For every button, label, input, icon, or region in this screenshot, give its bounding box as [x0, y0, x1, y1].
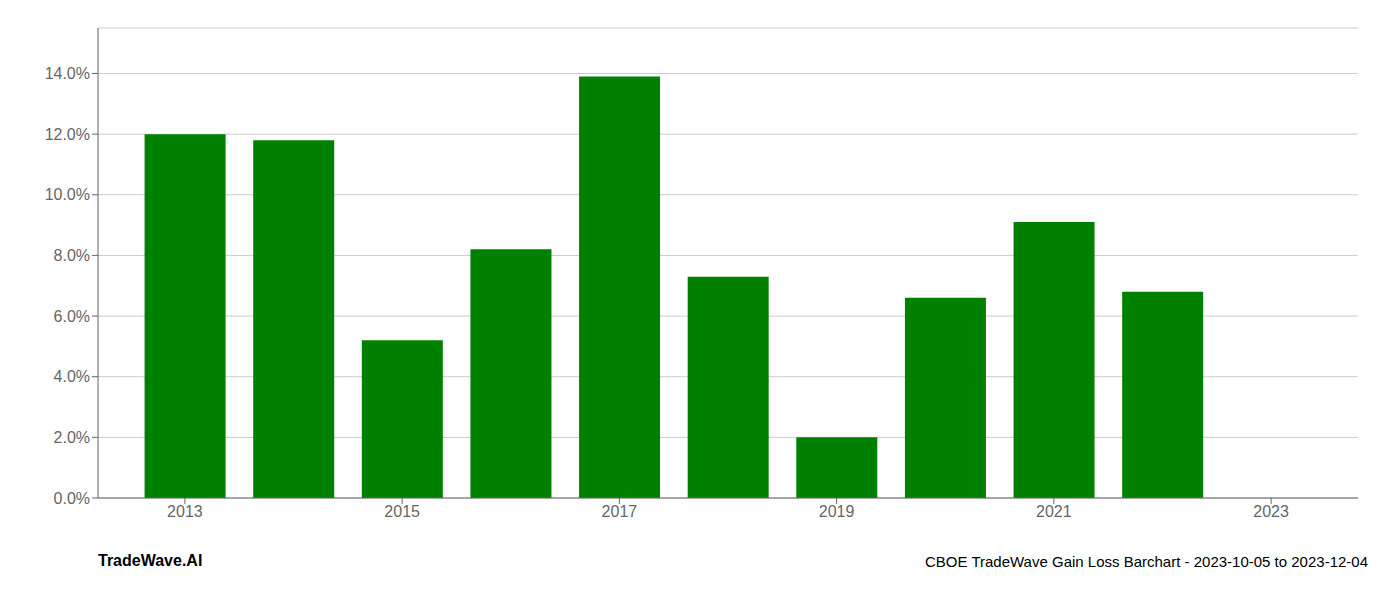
svg-text:14.0%: 14.0% [45, 65, 90, 82]
svg-text:2021: 2021 [1036, 503, 1072, 520]
svg-text:0.0%: 0.0% [54, 490, 90, 507]
svg-text:10.0%: 10.0% [45, 186, 90, 203]
svg-text:8.0%: 8.0% [54, 247, 90, 264]
html-text:CBOE TradeWave Gain Loss Barch: CBOE TradeWave Gain Loss Barchart - 2023… [925, 553, 1368, 570]
svg-text:2017: 2017 [602, 503, 638, 520]
svg-text:2.0%: 2.0% [54, 429, 90, 446]
svg-text:2019: 2019 [819, 503, 855, 520]
svg-text:2015: 2015 [384, 503, 420, 520]
svg-text:2013: 2013 [167, 503, 203, 520]
svg-text:12.0%: 12.0% [45, 126, 90, 143]
svg-text:2023: 2023 [1253, 503, 1289, 520]
svg-text:4.0%: 4.0% [54, 368, 90, 385]
svg-text:6.0%: 6.0% [54, 308, 90, 325]
html-text:TradeWave.AI: TradeWave.AI [98, 552, 203, 569]
